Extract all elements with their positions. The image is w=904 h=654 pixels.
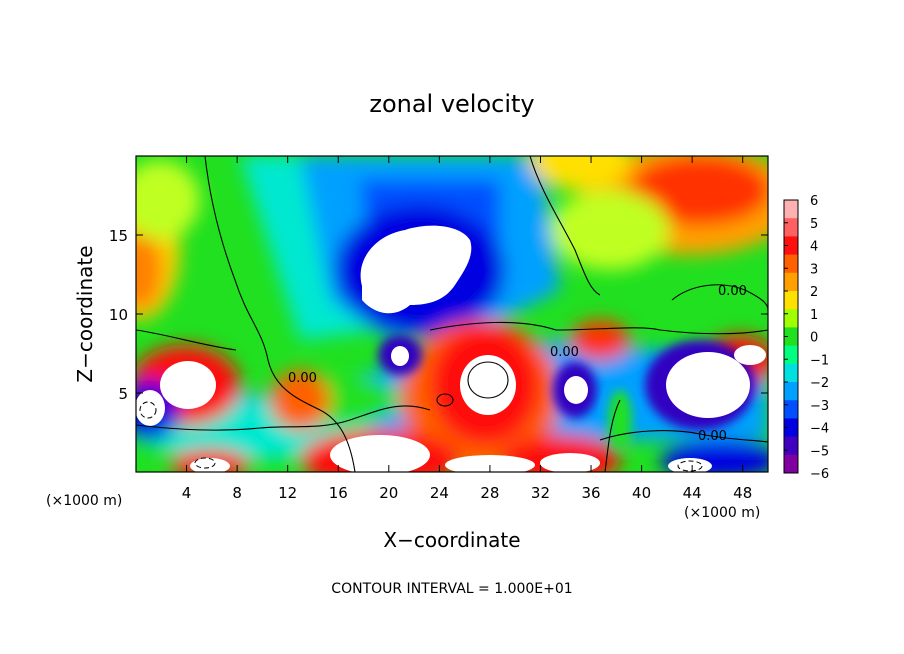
saturated-cores [136,225,766,472]
y-axis-label: Z−coordinate [73,245,97,382]
contour-label: 0.00 [698,429,727,444]
x-unit-left: (×1000 m) [46,493,122,509]
colorbar-swatch [784,254,798,274]
y-axis: 5 10 15 [109,227,768,403]
colorbar-swatch [784,218,798,237]
colorbar-swatch [784,309,798,328]
colorbar-tick-label: 6 [810,194,818,209]
colorbar-tick-label: −5 [810,444,829,459]
x-tick-label: 20 [379,484,398,502]
x-tick-label: 48 [733,484,752,502]
x-unit-right: (×1000 m) [684,505,760,521]
colorbar-swatch [784,236,798,256]
colorbar: 6 5 4 3 2 1 0 −1 −2 −3 −4 −5 −6 [783,194,829,482]
colorbar-swatch [784,272,798,292]
x-tick-label: 32 [531,484,550,502]
colorbar-tick-label: −4 [810,422,829,437]
x-tick-label: 24 [430,484,449,502]
colorbar-swatch [784,345,798,365]
x-tick-label: 16 [329,484,348,502]
heatmap-field [136,156,768,472]
colorbar-swatch [784,363,798,383]
y-tick-label: 5 [118,385,128,403]
colorbar-swatch [784,291,798,310]
x-tick-label: 28 [480,484,499,502]
contour-lines [136,156,768,472]
colorbar-tick-label: −1 [810,353,829,368]
contour-label: 0.00 [550,345,579,360]
x-tick-label: 12 [278,484,297,502]
y-tick-label: 10 [109,306,128,324]
colorbar-tick-label: −3 [810,399,829,414]
x-tick-label: 8 [232,484,242,502]
x-tick-label: 40 [632,484,651,502]
dashed-contours [139,401,703,472]
colorbar-swatch [784,454,798,474]
x-axis: 4 8 12 16 20 24 28 32 36 40 44 48 [182,156,752,502]
colorbar-tick-label: 4 [810,240,818,255]
contour-label: 0.00 [718,284,747,299]
contour-labels: 0.00 0.00 0.00 0.00 [288,284,747,444]
chart-title: zonal velocity [369,90,534,118]
colorbar-tick-label: 5 [810,217,818,232]
x-tick-label: 44 [683,484,702,502]
colorbar-swatch [784,418,798,438]
colorbar-swatch [784,436,798,456]
contour-label: 0.00 [288,371,317,386]
colorbar-tick-label: 1 [810,308,818,323]
colorbar-tick-label: −6 [810,467,829,482]
colorbar-tick-label: −2 [810,376,829,391]
colorbar-tick-label: 0 [810,331,818,346]
x-axis-label: X−coordinate [383,528,520,552]
colorbar-swatch [784,200,798,219]
colorbar-swatch [784,327,798,347]
colorbar-swatch [784,382,798,401]
contour-interval-note: CONTOUR INTERVAL = 1.000E+01 [331,581,572,597]
x-tick-label: 4 [182,484,192,502]
colorbar-tick-label: 3 [810,262,818,277]
y-tick-label: 15 [109,227,128,245]
x-tick-label: 36 [581,484,600,502]
colorbar-swatch [784,400,798,419]
colorbar-tick-label: 2 [810,285,818,300]
